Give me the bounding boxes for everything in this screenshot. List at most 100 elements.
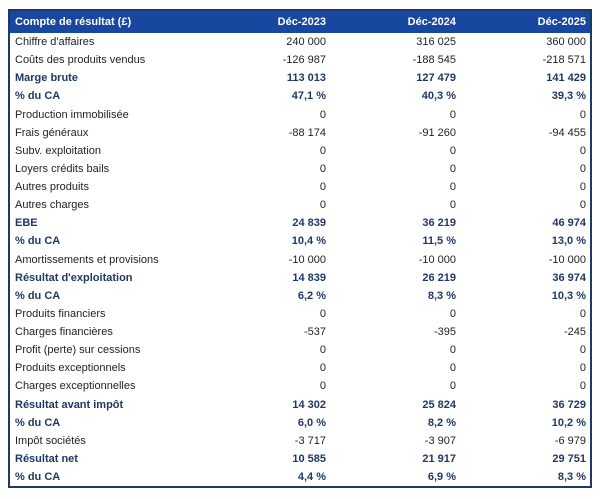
table-row: Charges exceptionnelles 0 0 0 (10, 377, 590, 395)
row-value: 0 (319, 162, 326, 175)
row-label: Impôt sociétés (15, 434, 86, 447)
row-value: 0 (319, 144, 326, 157)
table-row: Résultat d'exploitation 14 839 26 219 36 97… (10, 269, 590, 287)
column-header-dec-2025: Déc-2025 (537, 16, 586, 28)
row-value: 6,9 % (427, 471, 456, 484)
row-value: 8,2 % (427, 416, 456, 429)
row-value: 10,3 % (551, 289, 586, 302)
table-row: Marge brute 113 013 127 479 141 429 (10, 69, 590, 87)
row-value: -218 571 (542, 54, 586, 67)
row-value: 13,0 % (551, 235, 586, 248)
row-label: Marge brute (15, 72, 78, 85)
row-value: 0 (449, 307, 456, 320)
table-row: Autres produits 0 0 0 (10, 178, 590, 196)
table-row: Amortissements et provisions -10 000 -10 0… (10, 251, 590, 269)
row-value: 0 (579, 362, 586, 375)
row-value: -537 (303, 326, 326, 339)
row-value: 14 302 (292, 398, 326, 411)
row-value: -91 260 (418, 126, 456, 139)
table-row: % du CA 4,4 % 6,9 % 8,3 % (10, 468, 590, 486)
table-row: Production immobilisée 0 0 0 (10, 106, 590, 124)
row-value: -10 000 (548, 253, 586, 266)
row-value: 4,4 % (297, 471, 326, 484)
row-value: 0 (579, 181, 586, 194)
row-value: 39,3 % (551, 90, 586, 103)
row-value: 47,1 % (291, 90, 326, 103)
row-value: 0 (449, 162, 456, 175)
row-label: Coûts des produits vendus (15, 54, 146, 67)
row-value: -10 000 (288, 253, 326, 266)
row-value: 0 (579, 344, 586, 357)
row-value: 10,4 % (291, 235, 326, 248)
row-value: -94 455 (548, 126, 586, 139)
table-body: Chiffre d'affaires 240 000 316 025 360 000 C… (10, 33, 590, 486)
row-value: 360 000 (546, 36, 586, 49)
row-value: -6 979 (554, 434, 586, 447)
row-value: 127 479 (416, 72, 456, 85)
row-value: -3 717 (294, 434, 326, 447)
row-label: Résultat net (15, 452, 78, 465)
row-value: 8,3 % (427, 289, 456, 302)
row-label: Charges financières (15, 326, 113, 339)
row-value: 113 013 (286, 72, 326, 85)
table-title: Compte de résultat (£) (15, 16, 132, 28)
row-value: -88 174 (288, 126, 326, 139)
table-row: Subv. exploitation 0 0 0 (10, 142, 590, 160)
row-value: 24 839 (292, 217, 326, 230)
table-row: % du CA 10,4 % 11,5 % 13,0 % (10, 232, 590, 250)
row-label: % du CA (15, 416, 61, 429)
table-row: % du CA 47,1 % 40,3 % 39,3 % (10, 87, 590, 105)
row-value: 240 000 (286, 36, 326, 49)
row-label: Production immobilisée (15, 108, 129, 121)
row-value: 26 219 (422, 271, 456, 284)
table-row: Impôt sociétés -3 717 -3 907 -6 979 (10, 432, 590, 450)
row-value: 8,3 % (557, 471, 586, 484)
row-value: 10,2 % (551, 416, 586, 429)
row-value: 0 (449, 362, 456, 375)
row-value: 0 (319, 199, 326, 212)
table-row: % du CA 6,2 % 8,3 % 10,3 % (10, 287, 590, 305)
table-row: Résultat net 10 585 21 917 29 751 (10, 450, 590, 468)
row-value: -245 (563, 326, 586, 339)
row-value: 0 (579, 380, 586, 393)
table-row: Autres charges 0 0 0 (10, 196, 590, 214)
row-value: 141 429 (546, 72, 586, 85)
row-label: Loyers crédits bails (15, 162, 110, 175)
row-label: Amortissements et provisions (15, 253, 159, 266)
row-value: 0 (579, 162, 586, 175)
row-value: 0 (579, 199, 586, 212)
row-label: Charges exceptionnelles (15, 380, 136, 393)
row-value: 10 585 (292, 452, 326, 465)
row-value: 40,3 % (421, 90, 456, 103)
row-label: Produits exceptionnels (15, 362, 126, 375)
column-header-dec-2024: Déc-2024 (407, 16, 456, 28)
row-value: 0 (449, 199, 456, 212)
row-value: 21 917 (422, 452, 456, 465)
row-value: 0 (319, 108, 326, 121)
row-label: % du CA (15, 289, 61, 302)
row-value: 0 (319, 307, 326, 320)
table-row: Charges financières -537 -395 -245 (10, 323, 590, 341)
row-value: 36 219 (422, 217, 456, 230)
row-value: 0 (579, 108, 586, 121)
row-value: -10 000 (418, 253, 456, 266)
row-value: 0 (449, 144, 456, 157)
row-value: 0 (579, 144, 586, 157)
row-value: 6,2 % (297, 289, 326, 302)
row-label: Frais généraux (15, 126, 89, 139)
row-value: 0 (319, 181, 326, 194)
row-value: 14 839 (292, 271, 326, 284)
row-value: 6,0 % (297, 416, 326, 429)
row-value: -126 987 (282, 54, 326, 67)
row-value: 0 (319, 344, 326, 357)
row-value: 11,5 % (422, 235, 456, 248)
row-label: % du CA (15, 471, 61, 484)
row-label: Profit (perte) sur cessions (15, 344, 141, 357)
row-value: 46 974 (552, 217, 586, 230)
row-value: -188 545 (412, 54, 456, 67)
row-label: Subv. exploitation (15, 144, 102, 157)
row-value: 36 974 (552, 271, 586, 284)
row-value: 316 025 (416, 36, 456, 49)
table-row: Profit (perte) sur cessions 0 0 0 (10, 341, 590, 359)
row-value: 0 (319, 362, 326, 375)
